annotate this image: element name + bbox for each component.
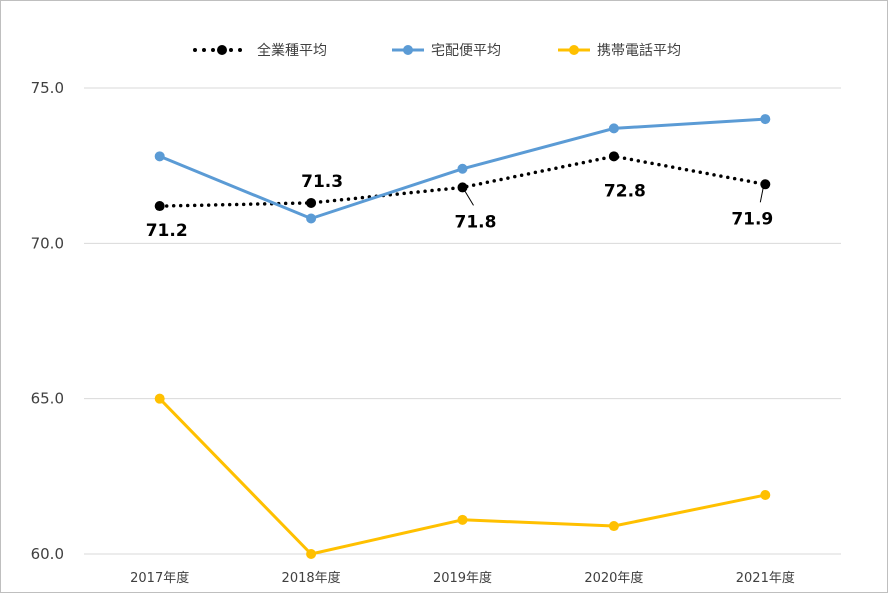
axes: 60.0 65.0 70.0 75.0 2017年度 2018年度 2019年度 2020年度… [31,79,795,586]
series-line-2 [158,397,766,556]
y-tick-label: 70.0 [31,234,64,252]
data-point-1-1 [306,213,317,224]
x-tick-label: 2018年度 [282,570,341,586]
data-point-1-4 [760,114,771,125]
data-point-1-2 [457,163,468,174]
data-point-0-2 [457,182,468,193]
y-tick-label: 65.0 [31,390,64,408]
legend-label: 全業種平均 [257,42,327,59]
data-point-0-0 [154,201,165,212]
data-point-0-4 [760,179,771,190]
data-point-0-1 [306,197,317,208]
x-tick-label: 2021年度 [736,570,795,586]
data-label: 71.9 [731,209,773,229]
data-point-2-3 [608,521,619,532]
data-label: 71.2 [146,221,188,241]
y-tick-label: 60.0 [31,545,64,563]
data-point-2-4 [760,489,771,500]
legend-marker-2 [569,45,579,55]
y-tick-label: 75.0 [31,79,64,97]
legend-marker-1 [403,45,413,55]
data-point-2-2 [457,514,468,525]
data-labels: 71.2 71.3 71.8 72.8 71.9 [146,172,774,241]
gridlines [84,87,841,555]
legend-marker-0 [217,45,227,55]
leader-line [759,187,764,203]
series-line-0 [157,154,768,208]
leader-line [464,190,474,206]
legend-label: 携帯電話平均 [597,42,681,59]
data-point-1-3 [608,123,619,134]
x-tick-label: 2020年度 [584,570,643,586]
data-point-0-3 [608,151,619,162]
data-label: 71.8 [455,212,497,232]
data-label: 71.3 [301,172,343,192]
legend: 全業種平均 宅配便平均 携帯電話平均 [193,42,681,59]
data-point-1-0 [154,151,165,162]
series-lines [154,114,771,559]
data-label: 72.8 [604,181,646,201]
legend-label: 宅配便平均 [431,43,501,59]
x-tick-label: 2019年度 [433,570,492,586]
data-point-2-1 [306,549,317,559]
data-point-2-0 [154,393,165,404]
x-tick-label: 2017年度 [130,570,189,586]
